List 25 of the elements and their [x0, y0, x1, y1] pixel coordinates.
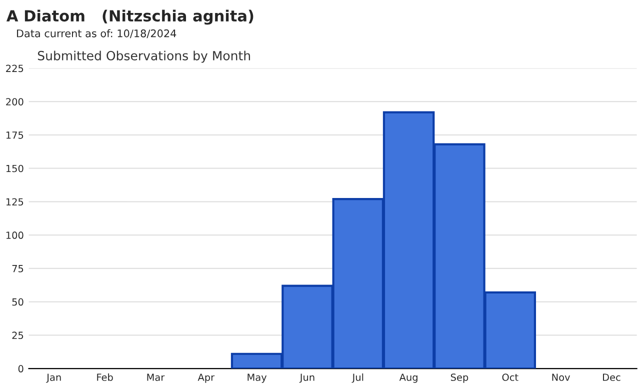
y-tick-label: 200: [6, 98, 24, 106]
chart-title: A Diatom (Nitzschia agnita): [6, 10, 254, 25]
x-tick-label: May: [248, 374, 267, 383]
y-tick-label: 225: [6, 64, 24, 72]
y-tick-label: 100: [6, 232, 24, 239]
x-tick-label: Aug: [399, 374, 418, 383]
x-tick-label: Sep: [450, 374, 468, 383]
y-tick-label: 175: [6, 132, 24, 139]
chart-subtitle: Data current as of: 10/18/2024: [17, 29, 176, 38]
x-tick-label: Jan: [46, 374, 61, 383]
y-tick-label: 150: [6, 164, 24, 172]
x-tick-label: Jul: [352, 373, 364, 383]
text: Submitted Observations by Month: [38, 50, 250, 63]
x-tick-label: Jun: [299, 374, 314, 383]
y-tick-label: 75: [12, 265, 24, 272]
x-tick-label: Oct: [502, 374, 518, 381]
x-tick-label: Apr: [198, 374, 215, 383]
x-tick-label: Mar: [147, 374, 165, 381]
y-tick-label: 125: [6, 198, 24, 206]
x-tick-label: Dec: [603, 374, 620, 381]
y-tick-label: 50: [12, 298, 24, 306]
x-tick-label: Nov: [552, 374, 570, 381]
y-tick-label: 0: [18, 365, 24, 372]
x-tick-label: Feb: [97, 373, 113, 381]
y-tick-label: 25: [12, 332, 24, 340]
